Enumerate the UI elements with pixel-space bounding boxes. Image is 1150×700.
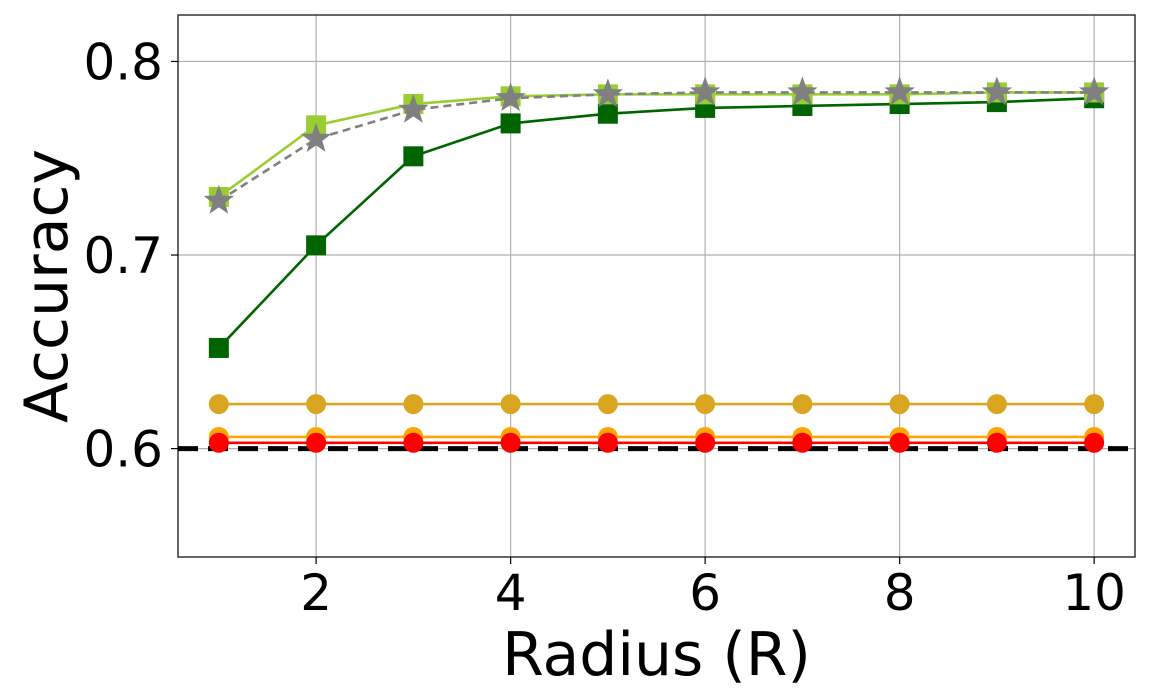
x-axis-label: Radius (R)	[502, 620, 811, 690]
data-point	[884, 76, 915, 106]
data-point	[689, 76, 721, 106]
data-point	[403, 146, 424, 167]
data-point	[597, 432, 618, 453]
series-line	[218, 91, 1095, 202]
series-6	[203, 76, 1110, 214]
data-point	[1084, 432, 1105, 453]
data-point	[208, 432, 229, 453]
y-tick-label: 0.7	[83, 227, 163, 285]
data-point	[500, 394, 521, 415]
x-tick-label: 10	[1062, 564, 1126, 622]
series-2	[208, 394, 1105, 415]
x-tick-label: 4	[495, 564, 527, 622]
data-point	[398, 93, 429, 123]
data-point	[889, 394, 910, 415]
data-point	[787, 76, 818, 106]
data-point	[597, 103, 618, 124]
tick-labels: 2 4 6 8 10 0.6 0.7 0.8	[83, 33, 1125, 622]
data-point	[306, 235, 327, 256]
plot-frame	[177, 14, 1136, 558]
data-point	[300, 122, 332, 152]
data-point	[981, 76, 1013, 106]
data-point	[597, 394, 618, 415]
data-point	[500, 113, 521, 134]
data-point	[792, 394, 813, 415]
data-point	[403, 432, 424, 453]
x-tick-label: 6	[689, 564, 721, 622]
series-line	[218, 91, 1095, 199]
y-axis-label: Accuracy	[12, 149, 82, 423]
series-group	[203, 76, 1110, 453]
series-4	[208, 88, 1105, 358]
data-point	[695, 432, 716, 453]
data-point	[403, 394, 424, 415]
series-5	[208, 82, 1105, 207]
data-point	[306, 432, 327, 453]
data-point	[592, 78, 624, 108]
series-line	[217, 96, 1095, 349]
data-point	[792, 432, 813, 453]
data-point	[986, 394, 1007, 415]
data-point	[1078, 76, 1110, 106]
x-tick-label: 8	[884, 564, 916, 622]
data-point	[986, 432, 1007, 453]
series-3	[208, 432, 1105, 453]
y-tick-label: 0.8	[83, 33, 163, 91]
data-point	[500, 432, 521, 453]
data-point	[306, 394, 327, 415]
y-tick-label: 0.6	[83, 421, 163, 479]
x-tick-label: 2	[300, 564, 332, 622]
data-point	[203, 184, 235, 214]
data-point	[1084, 394, 1105, 415]
data-point	[208, 394, 229, 415]
data-point	[495, 82, 526, 112]
data-point	[695, 394, 716, 415]
data-point	[208, 337, 229, 358]
data-point	[889, 432, 910, 453]
